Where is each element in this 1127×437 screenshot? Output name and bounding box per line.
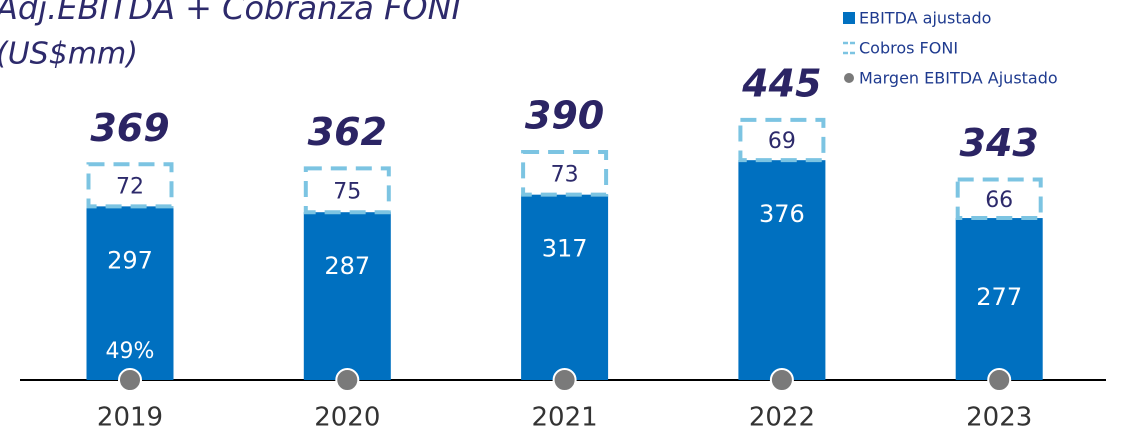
bar-foni bbox=[955, 177, 1043, 221]
bar-ebitda bbox=[303, 212, 391, 380]
value-label: 297 bbox=[107, 246, 153, 274]
value-label: 66 bbox=[985, 188, 1013, 213]
margin-dot bbox=[118, 368, 142, 392]
value-label: 75 bbox=[333, 179, 361, 204]
legend-swatch bbox=[843, 41, 855, 55]
legend-swatch bbox=[843, 12, 855, 24]
x-tick-label: 2020 bbox=[314, 403, 380, 433]
margin-dot bbox=[335, 368, 360, 392]
value-label: 72 bbox=[116, 174, 144, 199]
total-label: 362 bbox=[308, 110, 387, 154]
x-tick-label: 2023 bbox=[966, 403, 1032, 433]
legend-label: Margen EBITDA Ajustado bbox=[859, 69, 1058, 88]
margin-dot bbox=[552, 368, 577, 392]
bar-ebitda bbox=[738, 160, 826, 380]
x-tick-label: 2019 bbox=[97, 403, 163, 433]
total-label: 369 bbox=[90, 106, 169, 150]
total-label: 445 bbox=[741, 61, 821, 105]
value-label: 376 bbox=[759, 200, 805, 228]
legend-label: Cobros FONI bbox=[859, 39, 958, 58]
value-label: 317 bbox=[542, 235, 588, 263]
legend-swatch bbox=[844, 73, 854, 83]
value-label: 287 bbox=[324, 252, 370, 280]
margin-dot bbox=[987, 368, 1012, 392]
margin-label: 49% bbox=[106, 339, 155, 364]
legend-label: EBITDA ajustado bbox=[859, 9, 991, 28]
bar-foni bbox=[738, 117, 826, 163]
value-label: 69 bbox=[768, 129, 796, 154]
bar-ebitda bbox=[521, 194, 609, 380]
bar-ebitda bbox=[955, 218, 1043, 380]
chart-title: Adj.EBITDA + Cobranza FONI bbox=[0, 0, 461, 27]
chart-subtitle: (US$mm) bbox=[0, 37, 138, 72]
bar-foni bbox=[86, 162, 174, 209]
x-tick-label: 2022 bbox=[749, 403, 815, 433]
total-label: 390 bbox=[525, 94, 604, 138]
bar-foni bbox=[303, 166, 391, 215]
value-label: 73 bbox=[551, 162, 579, 187]
total-label: 343 bbox=[960, 121, 1039, 165]
margin-dot bbox=[769, 368, 794, 392]
value-label: 277 bbox=[976, 283, 1022, 311]
bar-foni bbox=[521, 150, 609, 197]
x-tick-label: 2021 bbox=[532, 403, 598, 433]
bar-ebitda bbox=[86, 206, 174, 380]
